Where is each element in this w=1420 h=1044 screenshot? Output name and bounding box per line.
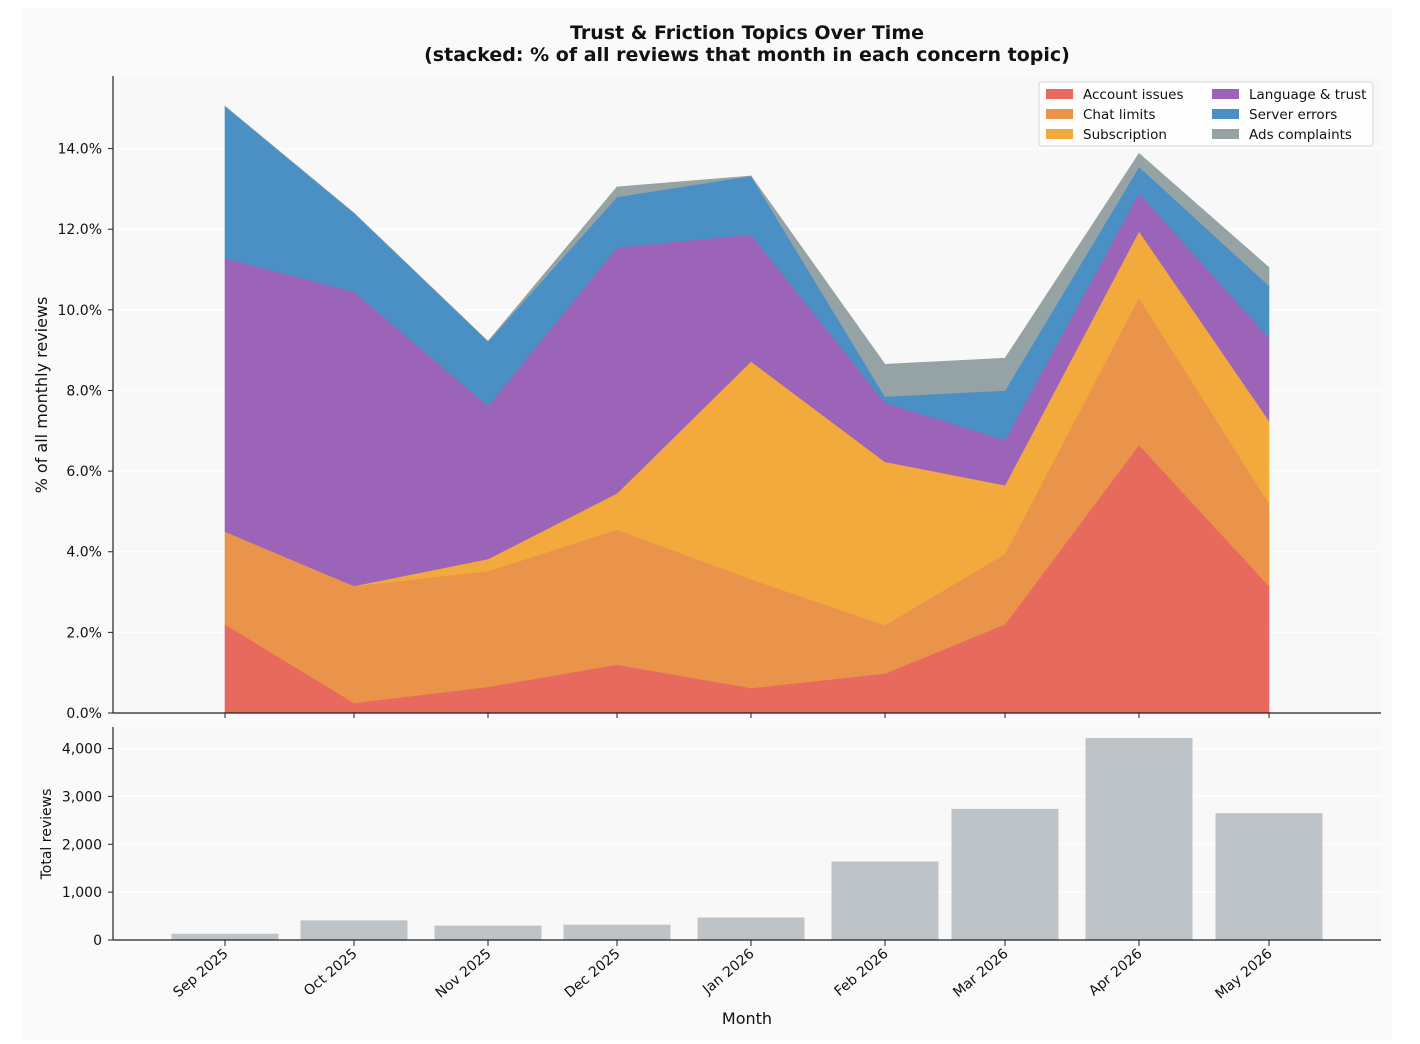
legend-swatch-ads-complaints: [1212, 129, 1239, 139]
legend-swatch-server-errors: [1212, 109, 1239, 119]
legend-label-subscription: Subscription: [1083, 127, 1167, 143]
bar: [697, 917, 805, 940]
legend-swatch-chat-limits: [1046, 109, 1073, 119]
bar: [1215, 813, 1323, 940]
y-tick-label: 0.0%: [66, 706, 102, 722]
area-chart-panel: 0.0% 2.0% 4.0% 6.0% 8.0% 10.0% 12.0% 14.0% % of…: [32, 76, 1381, 722]
legend-label-ads-complaints: Ads complaints: [1249, 127, 1352, 143]
bar: [434, 925, 542, 940]
y-tick-label: 2.0%: [66, 625, 102, 641]
legend-swatch-subscription: [1046, 129, 1073, 139]
y-tick-label: 2,000: [62, 837, 102, 853]
y-tick-label: 10.0%: [58, 303, 102, 319]
legend-swatch-language-trust: [1212, 89, 1239, 99]
bar: [831, 861, 939, 940]
y-tick-label: 3,000: [62, 789, 102, 805]
bar-chart-x-label: Month: [722, 1009, 772, 1028]
legend-label-account-issues: Account issues: [1083, 87, 1184, 103]
y-tick-label: 12.0%: [58, 222, 102, 238]
legend-label-language-trust: Language & trust: [1249, 87, 1366, 103]
bar: [300, 920, 408, 940]
chart-subtitle: (stacked: % of all reviews that month in…: [424, 44, 1070, 66]
bar: [951, 808, 1059, 940]
area-series-ads-complaints: [224, 106, 1270, 397]
legend-label-server-errors: Server errors: [1249, 107, 1337, 123]
y-tick-label: 1,000: [62, 885, 102, 901]
y-tick-label: 14.0%: [58, 142, 102, 158]
chart-title: Trust & Friction Topics Over Time: [570, 22, 924, 44]
bar-chart-bars: [171, 738, 1323, 940]
bar: [171, 933, 279, 940]
legend-label-chat-limits: Chat limits: [1083, 107, 1156, 123]
bar-chart-y-ticks: 0 1,000 2,000 3,000 4,000: [62, 742, 113, 949]
bar: [1085, 738, 1193, 940]
chart-legend: Account issues Chat limits Subscription Lan…: [1038, 81, 1374, 147]
y-tick-label: 4.0%: [66, 545, 102, 561]
legend-swatch-account-issues: [1046, 89, 1073, 99]
legend-box: [1038, 81, 1374, 147]
y-tick-label: 6.0%: [66, 464, 102, 480]
area-chart-y-ticks: 0.0% 2.0% 4.0% 6.0% 8.0% 10.0% 12.0% 14.0%: [58, 142, 113, 722]
y-tick-label: 8.0%: [66, 383, 102, 399]
bar: [563, 924, 671, 940]
area-chart-x-ticks: [224, 713, 1270, 718]
y-tick-label: 4,000: [62, 742, 102, 758]
bar-chart-y-label: Total reviews: [39, 789, 55, 881]
y-tick-label: 0: [93, 933, 102, 949]
area-chart-y-label: % of all monthly reviews: [32, 297, 51, 494]
